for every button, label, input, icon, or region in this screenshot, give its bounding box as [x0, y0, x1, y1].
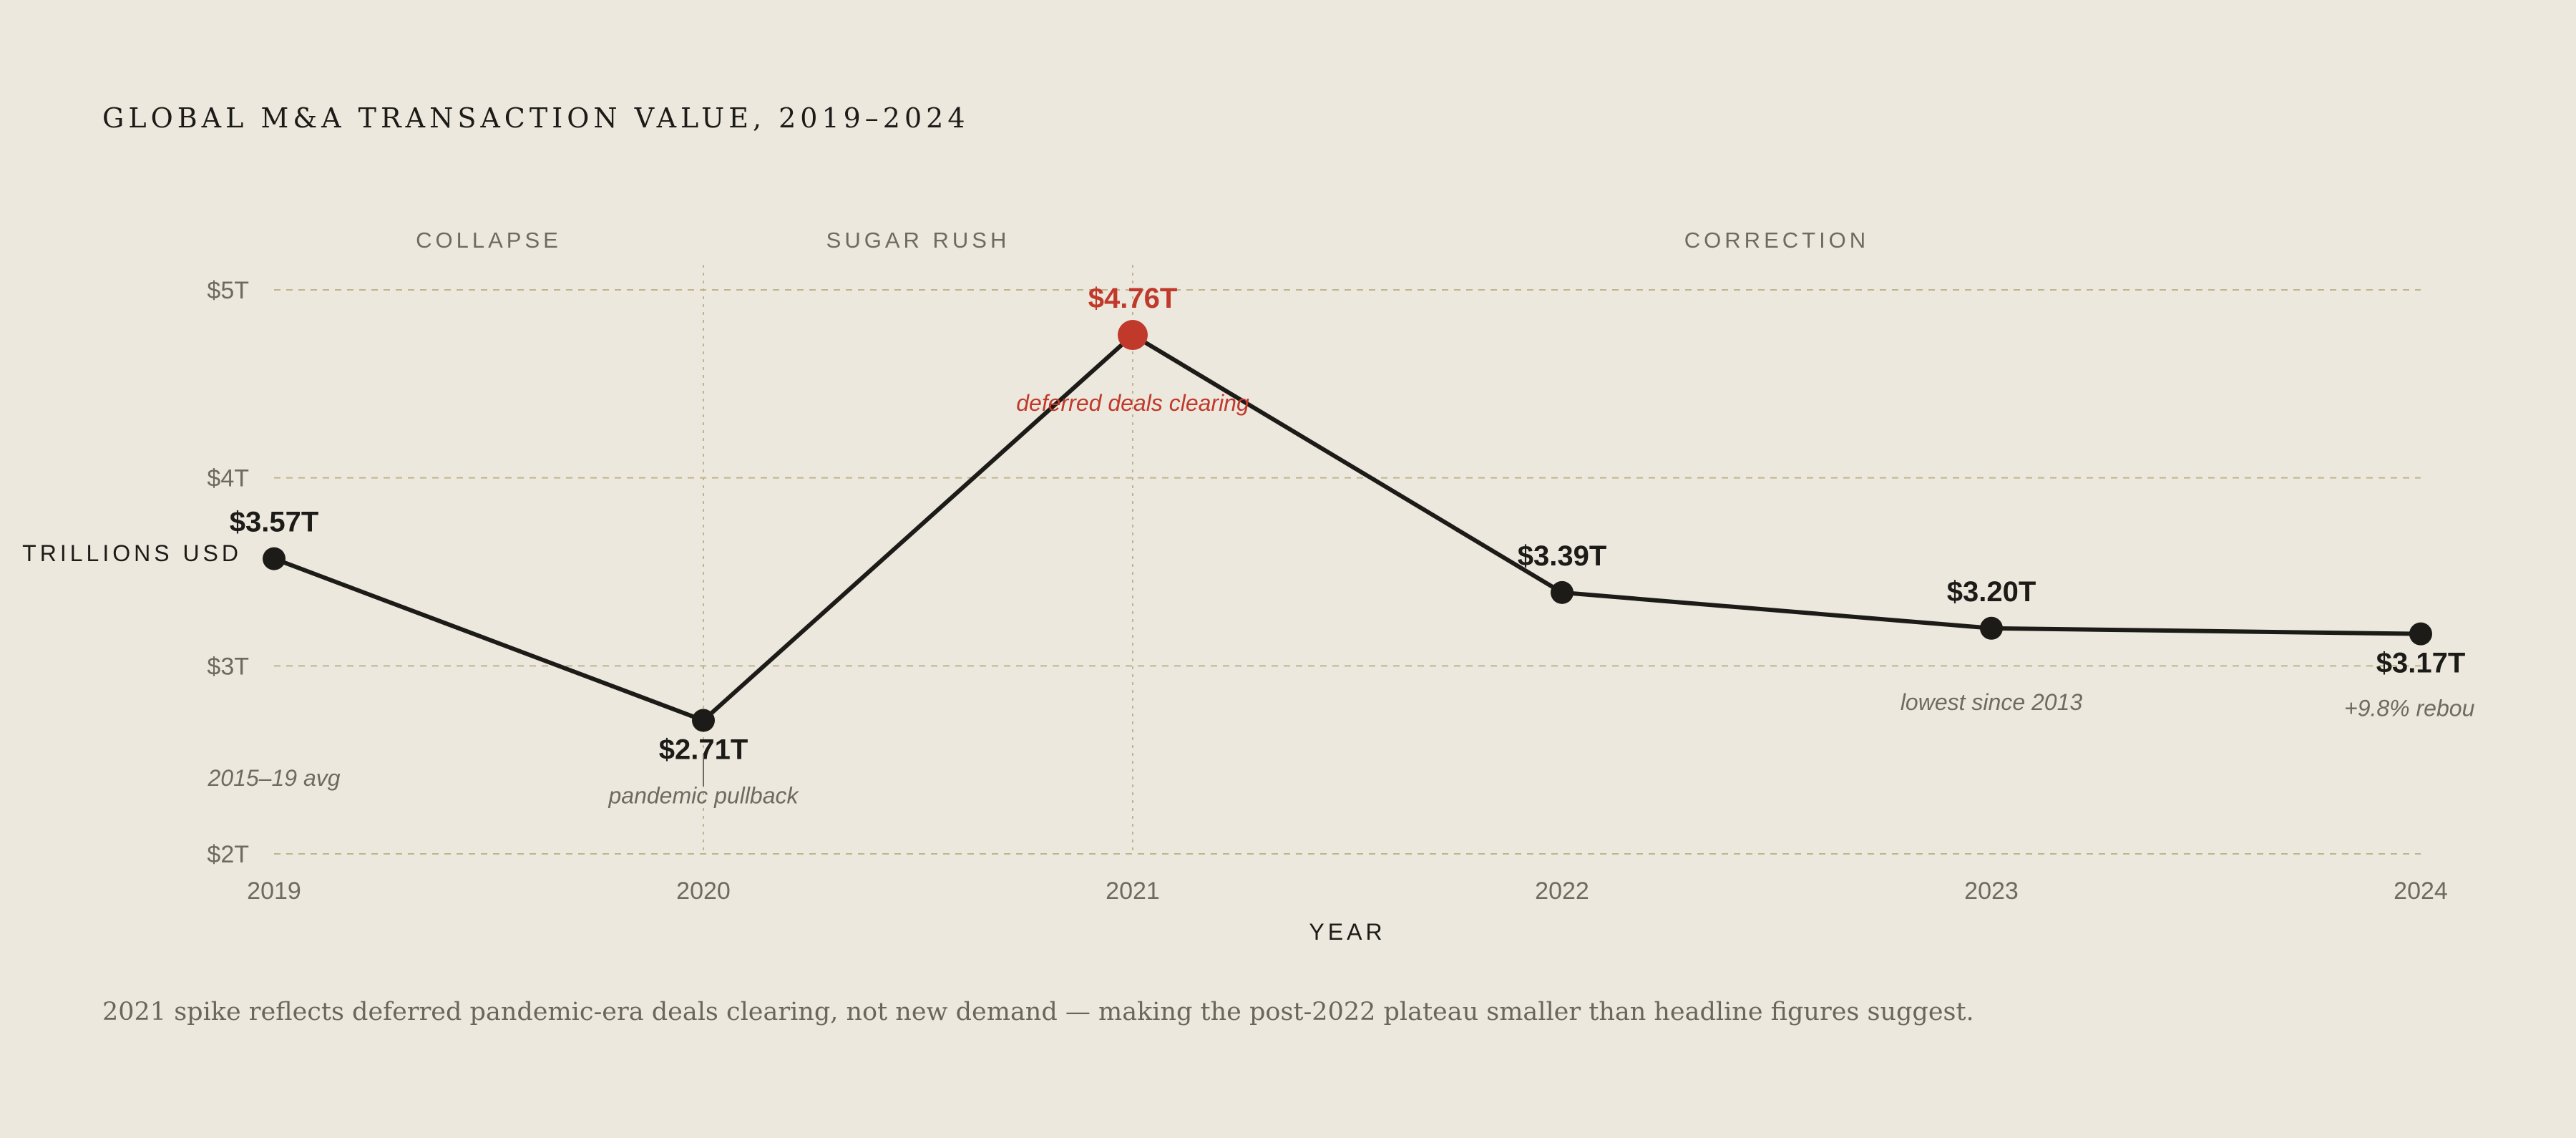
- x-tick-label: 2020: [676, 877, 731, 905]
- phase-label-layer: COLLAPSE SUGAR RUSH CORRECTION: [416, 228, 1869, 253]
- y-tick-label: $3T: [207, 653, 249, 680]
- y-tick-layer: $2T $3T $4T $5T: [207, 277, 249, 868]
- x-tick-label: 2023: [1964, 877, 2019, 905]
- data-label: $3.57T: [230, 507, 319, 538]
- x-tick-label: 2022: [1535, 877, 1589, 905]
- data-label: $3.17T: [2376, 648, 2466, 679]
- x-axis-title: YEAR: [1309, 919, 1385, 945]
- data-label-layer: $3.57T$2.71T$4.76T$3.39T$3.20T$3.17T: [230, 283, 2466, 765]
- annotation-note: +9.8% rebou: [2344, 696, 2475, 721]
- series-line-layer: [272, 333, 2423, 723]
- y-axis-title: TRILLIONS USD: [22, 540, 242, 566]
- x-tick-label: 2021: [1106, 877, 1160, 905]
- chart-caption: 2021 spike reflects deferred pandemic-er…: [102, 998, 1974, 1026]
- x-tick-label: 2019: [247, 877, 301, 905]
- phase-divider-layer: [703, 265, 1133, 854]
- annotation-note: lowest since 2013: [1901, 689, 2083, 715]
- annotation-note: pandemic pullback: [608, 783, 799, 809]
- data-point: [263, 547, 286, 570]
- data-label: $3.39T: [1518, 540, 1607, 572]
- phase-label: COLLAPSE: [416, 228, 562, 253]
- phase-label: SUGAR RUSH: [826, 228, 1010, 253]
- x-tick-label: 2024: [2394, 877, 2448, 905]
- annotation-layer: pandemic pullback deferred deals clearing…: [207, 390, 2474, 808]
- point-layer: [263, 320, 2432, 732]
- y-tick-label: $4T: [207, 465, 249, 492]
- phase-label: CORRECTION: [1684, 228, 1869, 253]
- x-tick-layer: 2019 2020 2021 2022 2023 2024: [247, 877, 2448, 905]
- annotation-note: deferred deals clearing: [1016, 390, 1249, 416]
- peak-point: [1118, 320, 1148, 351]
- chart-title: GLOBAL M&A TRANSACTION VALUE, 2019–2024: [102, 102, 970, 134]
- data-label: $3.20T: [1947, 576, 2036, 608]
- grid-layer: [274, 289, 2421, 855]
- y-tick-label: $5T: [207, 277, 249, 304]
- y-tick-label: $2T: [207, 841, 249, 868]
- data-point: [1551, 580, 1574, 604]
- data-point: [1980, 616, 2003, 640]
- data-label: $4.76T: [1088, 283, 1178, 314]
- series-line: [272, 333, 2423, 723]
- data-point: [692, 709, 715, 732]
- data-point: [2409, 622, 2432, 646]
- reference-note: 2015–19 avg: [207, 765, 340, 791]
